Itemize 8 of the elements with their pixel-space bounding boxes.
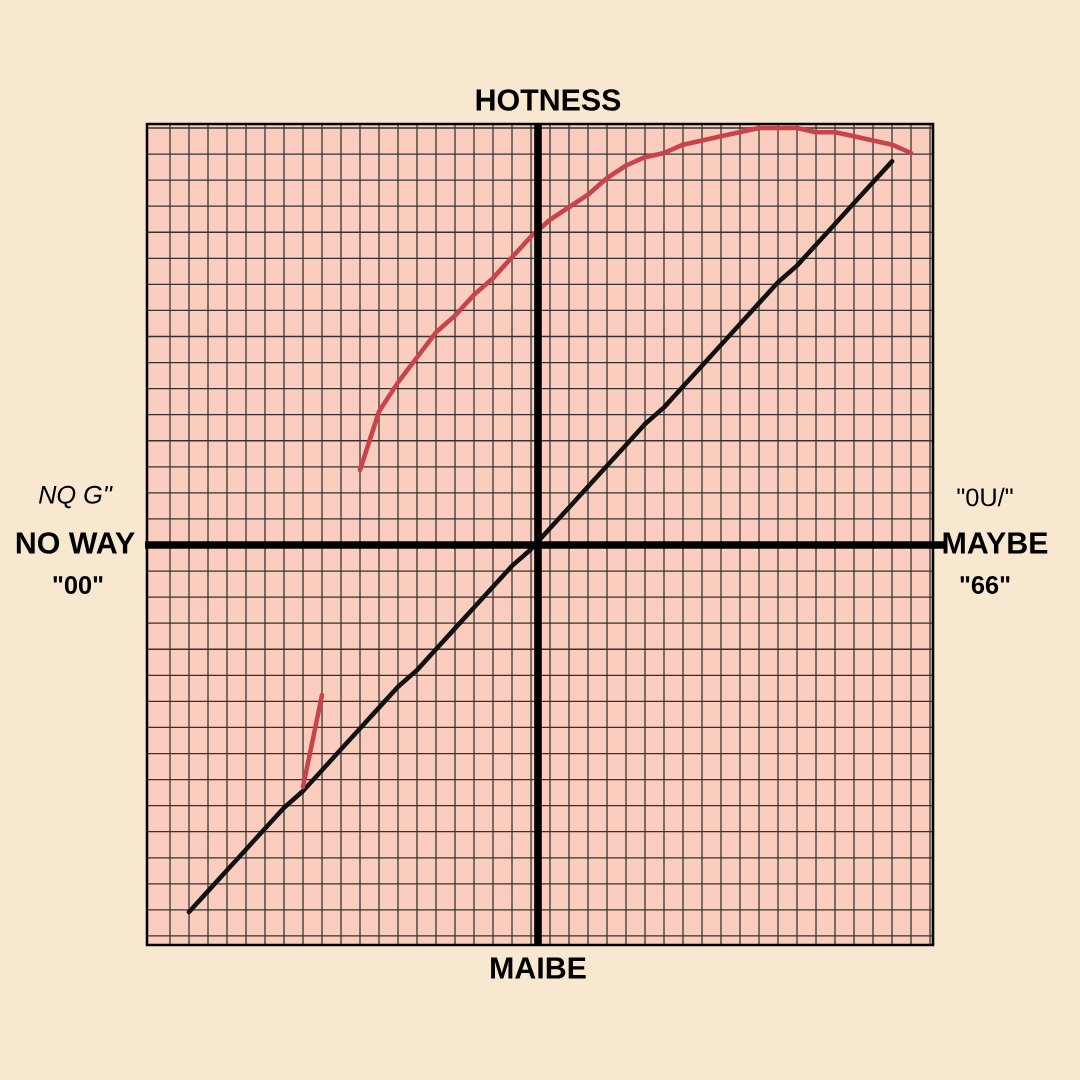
text: "0U/": [957, 487, 1013, 507]
text: MAYBE: [943, 532, 1048, 554]
y-axis-title: HOTNESS: [476, 89, 621, 111]
text: NO WAY: [16, 532, 135, 554]
x-axis-title: MAIBE: [491, 957, 586, 979]
text: "00": [53, 576, 103, 594]
text: NQ G": [38, 485, 113, 509]
text: "66": [960, 576, 1010, 594]
